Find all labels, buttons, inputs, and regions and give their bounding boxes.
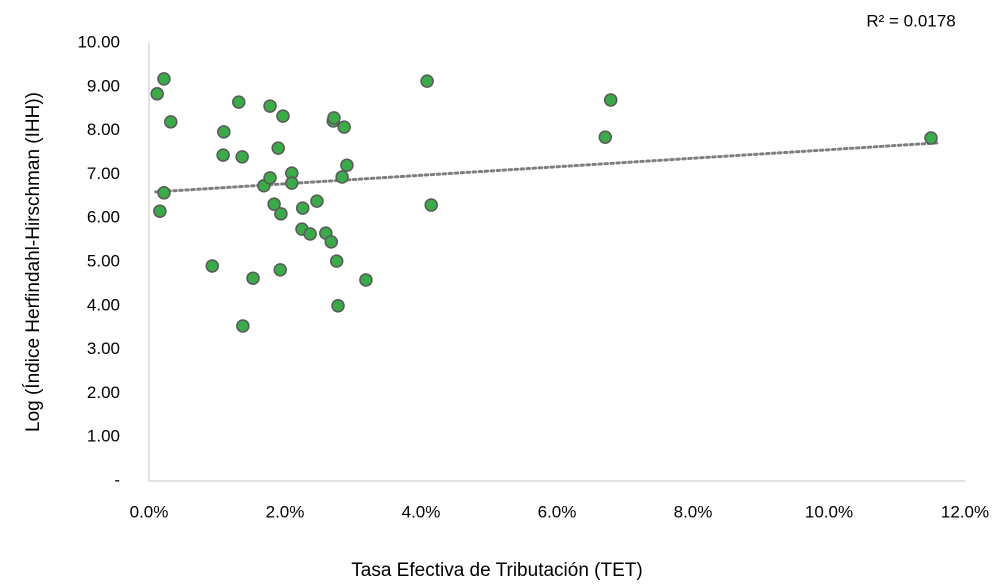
y-tick-label: 7.00 [87,164,120,183]
point [153,204,167,218]
point [327,111,341,125]
r-squared: R² = 0.0178 [866,11,955,30]
point [205,259,219,273]
point [340,158,354,172]
x-axis-title: Tasa Efectiva de Tributación (TET) [351,560,642,581]
x-tick-label: 4.0% [402,502,441,521]
point [217,125,231,139]
y-tick-label: 1.00 [87,427,120,446]
point [246,271,260,285]
y-tick-label: 3.00 [87,339,120,358]
point [310,194,324,208]
x-tick-label: 2.0% [266,502,305,521]
point [303,227,317,241]
x-tick-label: 8.0% [674,502,713,521]
point [236,319,250,333]
point [924,131,938,145]
y-tick-label: 4.00 [87,295,120,314]
point [267,197,281,211]
y-tick-label: 2.00 [87,383,120,402]
point [271,141,285,155]
point [276,109,290,123]
point [359,273,373,287]
point [337,120,351,134]
point [157,72,171,86]
y-tick-label: 8.00 [87,120,120,139]
point [329,254,344,268]
point [273,263,287,277]
point [274,207,288,221]
y-axis-title: Log (Índice Herfindahl-Hirschman (IHH)) [23,92,44,432]
point [232,95,246,109]
x-tick-label: 6.0% [538,502,577,521]
point [331,299,345,313]
point [295,201,310,215]
point [324,235,338,249]
point [216,148,230,162]
x-tick-label: 10.0% [805,502,853,521]
y-tick-label: 6.00 [87,208,120,227]
point [424,198,438,212]
point [335,170,349,184]
point [157,186,171,200]
y-tick-label: 9.00 [87,76,120,95]
point [603,93,618,107]
point [164,115,178,129]
y-tick-label: 5.00 [87,251,120,270]
x-tick-label: 12.0% [941,502,989,521]
point [598,130,613,144]
y-tick-label: - [114,470,120,489]
point [420,74,434,88]
point [285,176,299,190]
point [263,171,277,185]
x-tick-label: 0.0% [130,502,169,521]
point [150,87,164,101]
y-tick-label: 10.00 [77,32,120,51]
point [235,150,249,164]
point [263,99,277,113]
